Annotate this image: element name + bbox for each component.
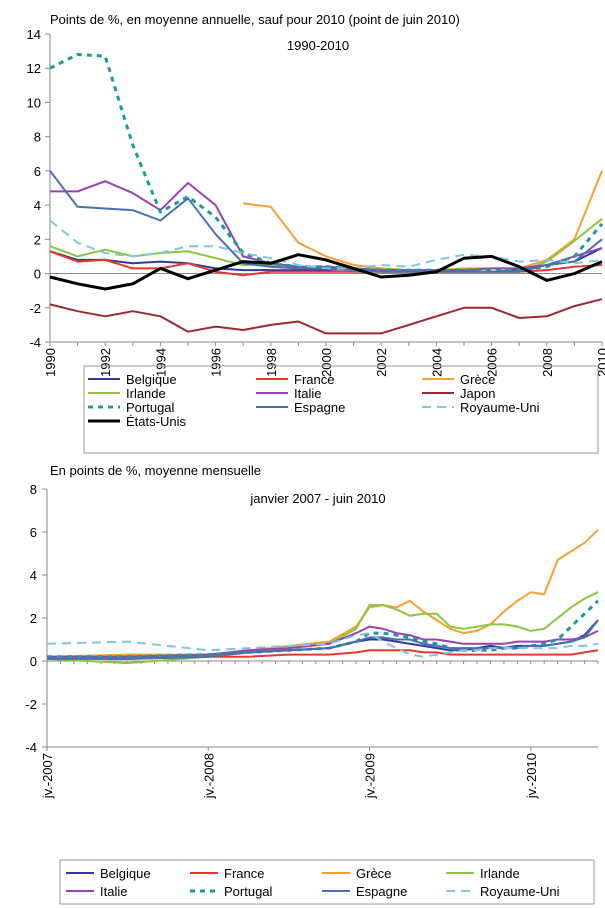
top-legend-label-italie: Italie — [294, 386, 321, 401]
top-legend-label-france: France — [294, 372, 334, 387]
bottom-x-tick-label: jv.-2008 — [201, 753, 216, 799]
top-x-tick-label: 1994 — [153, 348, 168, 377]
bottom-y-tick-label: -2 — [25, 697, 37, 712]
bottom-y-tick-label: -4 — [25, 740, 37, 755]
top-chart-title: 1990-2010 — [287, 38, 349, 53]
bottom-chart-title: janvier 2007 - juin 2010 — [249, 491, 385, 506]
top-y-tick-label: 12 — [27, 61, 41, 76]
top-y-tick-label: 10 — [27, 95, 41, 110]
bottom-x-tick-label: jv.-2009 — [363, 753, 378, 799]
bottom-y-tick-label: 0 — [30, 654, 37, 669]
top-chart: Points de %, en moyenne annuelle, sauf p… — [27, 12, 605, 454]
top-x-tick-label: 2010 — [595, 348, 605, 377]
bottom-y-tick-label: 4 — [30, 568, 37, 583]
top-series-portugal — [49, 53, 604, 272]
top-legend-label-etats-unis: États-Unis — [126, 414, 186, 429]
bottom-x-tick-label: jv.-2010 — [524, 753, 539, 799]
top-legend-label-espagne: Espagne — [294, 400, 345, 415]
bottom-y-tick-label: 6 — [30, 525, 37, 540]
bottom-legend-label-france: France — [224, 866, 264, 881]
top-legend-box — [83, 365, 599, 454]
top-chart-plot: -4 -2 0 2 4 6 8 10 12 14 1990 1992 1994 1996 1998 2000 2… — [27, 27, 605, 377]
top-series-etats-unis — [49, 253, 603, 291]
top-legend-label-portugal: Portugal — [126, 400, 175, 415]
bottom-legend-label-royaume-uni: Royaume-Uni — [480, 884, 560, 899]
top-chart-subtitle: Points de %, en moyenne annuelle, sauf p… — [50, 12, 460, 27]
top-legend-label-irlande: Irlande — [126, 386, 166, 401]
bottom-legend-label-espagne: Espagne — [356, 884, 407, 899]
top-y-tick-label: 14 — [27, 27, 41, 42]
top-series-royaume-uni — [49, 219, 603, 270]
bottom-series-italie — [47, 625, 599, 658]
top-x-tick-label: 2004 — [429, 348, 444, 377]
bottom-chart-subtitle: En points de %, moyenne mensuelle — [50, 463, 261, 478]
bottom-chart-plot: -4 -2 0 2 4 6 8 jv.-2007 jv.-2008 jv.-2009 jv.-201… — [25, 482, 600, 799]
bottom-legend-label-belgique: Belgique — [100, 866, 151, 881]
top-legend-label-belgique: Belgique — [126, 372, 177, 387]
top-y-tick-label: 0 — [34, 267, 41, 282]
top-legend-label-royaume-uni: Royaume-Uni — [460, 400, 540, 415]
bottom-legend-label-grece: Grèce — [356, 866, 391, 881]
top-legend-label-grece: Grèce — [460, 372, 495, 387]
bottom-series-france — [47, 649, 599, 660]
top-y-tick-label: -2 — [29, 301, 41, 316]
top-y-tick-label: 8 — [34, 130, 41, 145]
top-x-tick-label: 1998 — [264, 348, 279, 377]
top-chart-legend: Belgique France Grèce Irlande Italie Japon Por… — [83, 365, 599, 454]
bottom-series-grece — [46, 529, 599, 658]
top-y-tick-label: -4 — [29, 335, 41, 350]
bottom-legend-box — [59, 859, 595, 905]
top-x-tick-label: 2006 — [485, 348, 500, 377]
top-x-tick-label: 1990 — [43, 348, 58, 377]
bottom-chart-legend: Belgique France Grèce Irlande Italie Portugal… — [59, 859, 595, 905]
top-y-tick-label: 2 — [34, 232, 41, 247]
top-y-tick-label: 4 — [34, 198, 41, 213]
bottom-series-espagne — [47, 619, 599, 660]
top-legend-label-japon: Japon — [460, 386, 495, 401]
top-series-japon — [49, 298, 603, 335]
bottom-x-tick-label: jv.-2007 — [40, 753, 55, 799]
bottom-y-tick-label: 2 — [30, 611, 37, 626]
bottom-chart: En points de %, moyenne mensuelle janvie… — [25, 463, 600, 905]
bottom-legend-label-italie: Italie — [100, 884, 127, 899]
bottom-y-tick-label: 8 — [30, 482, 37, 497]
top-x-tick-label: 2002 — [374, 348, 389, 377]
top-x-tick-label: 1992 — [98, 348, 113, 377]
bottom-series-royaume-uni — [46, 632, 599, 658]
top-x-tick-label: 1996 — [209, 348, 224, 377]
top-x-tick-label: 2008 — [540, 348, 555, 377]
bottom-legend-label-irlande: Irlande — [480, 866, 520, 881]
bottom-legend-label-portugal: Portugal — [224, 884, 273, 899]
top-x-tick-label: 2000 — [319, 348, 334, 377]
top-y-tick-label: 6 — [34, 164, 41, 179]
